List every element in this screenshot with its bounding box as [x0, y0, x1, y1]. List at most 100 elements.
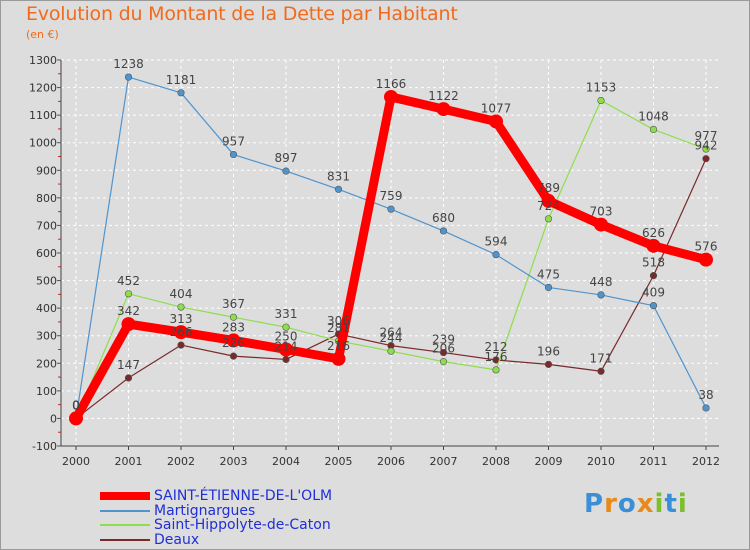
data-label: 196	[537, 344, 560, 358]
y-tick-label: 1200	[29, 82, 57, 95]
data-label: 1238	[113, 57, 144, 71]
data-point	[439, 358, 448, 366]
data-label: 1166	[376, 77, 407, 91]
data-point	[436, 102, 451, 117]
data-point	[69, 411, 83, 426]
y-tick-label: 100	[36, 385, 57, 398]
y-tick-label: 0	[50, 412, 57, 425]
data-point	[174, 325, 188, 340]
data-label: 831	[327, 169, 350, 183]
y-tick-label: 1000	[29, 137, 57, 150]
data-label: 409	[642, 286, 665, 300]
data-label: 214	[275, 339, 298, 353]
legend-label: Saint-Hippolyte-de-Caton	[154, 517, 331, 533]
data-point	[597, 96, 605, 105]
data-point	[177, 89, 185, 97]
data-label: 404	[170, 287, 193, 301]
data-point	[646, 238, 661, 253]
y-tick-label: 500	[36, 275, 57, 288]
y-tick-label: 600	[36, 247, 57, 260]
y-tick-label: 800	[36, 192, 57, 205]
legend-swatch	[100, 524, 150, 526]
data-label: 331	[275, 307, 298, 321]
data-point	[594, 217, 608, 232]
data-label: 206	[432, 342, 455, 356]
legend-item: Martignargues	[100, 504, 332, 519]
data-label: 266	[170, 325, 193, 339]
data-label: 264	[380, 326, 403, 340]
y-tick-label: 700	[36, 219, 57, 232]
data-label: 576	[695, 240, 718, 254]
data-label: 759	[380, 189, 403, 203]
y-tick-label: 900	[36, 164, 57, 177]
legend-item: SAINT-ÉTIENNE-DE-L'OLM	[100, 489, 332, 504]
data-label: 226	[222, 336, 245, 350]
x-tick-label: 2000	[62, 455, 90, 468]
data-label: 38	[698, 388, 713, 402]
data-point	[544, 215, 553, 223]
data-point	[541, 193, 556, 208]
data-point	[124, 374, 133, 382]
data-label: 1077	[481, 101, 512, 115]
data-point	[439, 348, 448, 357]
data-label: 452	[117, 274, 140, 288]
data-label: 147	[117, 358, 140, 372]
data-point	[492, 251, 500, 259]
data-label: 724	[537, 199, 560, 213]
data-label: 897	[275, 151, 298, 165]
data-label: 448	[590, 275, 613, 289]
x-tick-label: 2012	[692, 455, 720, 468]
data-point	[229, 313, 238, 321]
data-label: 367	[222, 297, 245, 311]
data-label: 244	[380, 331, 403, 345]
data-label: 1153	[586, 81, 617, 95]
x-tick-label: 2001	[115, 455, 143, 468]
data-point	[649, 272, 658, 280]
data-label: 342	[117, 304, 140, 318]
proxiti-logo: Proxiti	[584, 489, 688, 519]
data-point	[387, 347, 395, 355]
data-point	[121, 317, 136, 332]
data-label: 1048	[638, 109, 669, 123]
x-tick-label: 2008	[482, 455, 510, 468]
data-label: 957	[222, 135, 245, 149]
data-point	[597, 291, 605, 299]
data-point	[702, 155, 710, 163]
legend-swatch	[100, 538, 150, 541]
data-label: 942	[695, 139, 718, 153]
data-point	[384, 89, 398, 104]
data-label: 977	[695, 129, 718, 143]
data-label: 281	[327, 321, 350, 335]
data-label: 0	[72, 398, 80, 412]
data-point	[702, 404, 710, 412]
data-point	[279, 342, 293, 357]
legend-label: Martignargues	[154, 502, 256, 519]
x-tick-label: 2006	[377, 455, 405, 468]
x-tick-label: 2010	[587, 455, 615, 468]
data-point	[387, 205, 395, 213]
legend-swatch	[100, 492, 150, 500]
legend-label: SAINT-ÉTIENNE-DE-L'OLM	[154, 488, 333, 504]
data-label: 475	[537, 267, 560, 281]
y-tick-label: 1100	[29, 109, 57, 122]
data-label: 0	[72, 398, 80, 412]
y-tick-label: -100	[32, 440, 57, 453]
data-point	[597, 367, 605, 375]
data-point	[702, 145, 710, 153]
data-label: 313	[170, 312, 193, 326]
chart-title: Evolution du Montant de la Dette par Hab…	[26, 3, 458, 25]
data-label: 250	[275, 330, 298, 344]
data-label: 680	[432, 211, 455, 225]
data-label: 216	[327, 339, 350, 353]
data-point	[226, 333, 241, 348]
legend-item: Saint-Hippolyte-de-Caton	[100, 518, 332, 533]
data-point	[124, 290, 133, 298]
x-tick-label: 2009	[535, 455, 563, 468]
data-point	[331, 351, 346, 366]
y-tick-label: 400	[36, 302, 57, 315]
data-label: 0	[72, 398, 80, 412]
x-tick-label: 2011	[640, 455, 668, 468]
data-label: 594	[485, 235, 508, 249]
data-label: 171	[590, 351, 613, 365]
data-label: 306	[327, 314, 350, 328]
